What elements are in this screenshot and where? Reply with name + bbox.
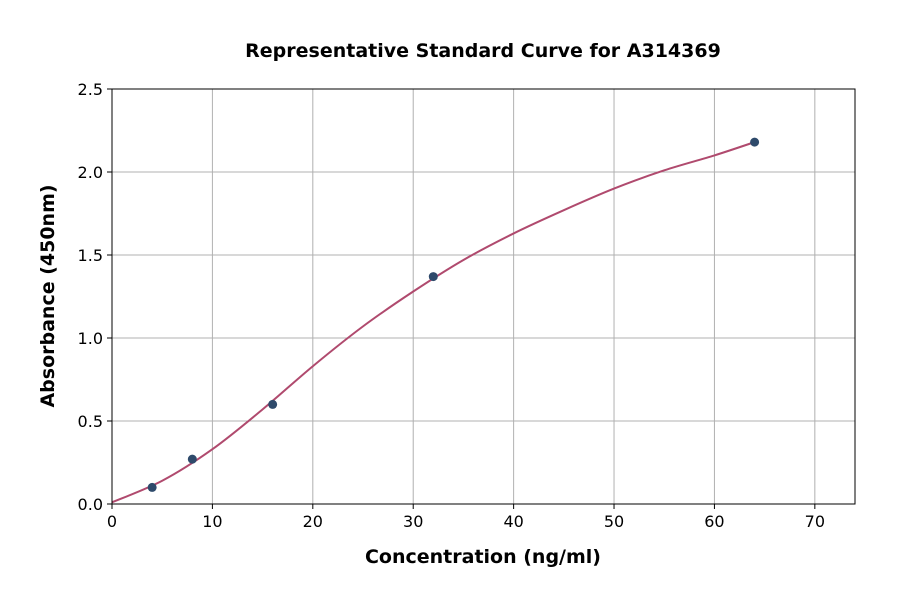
x-tick-label: 50: [604, 512, 624, 531]
y-tick-label: 1.0: [78, 329, 103, 348]
data-point: [750, 137, 760, 147]
plot-frame: [111, 88, 856, 505]
y-tick-label: 0.5: [78, 412, 103, 431]
x-tick-label: 30: [403, 512, 423, 531]
fit-curve: [111, 141, 755, 504]
y-tick-label: 0.0: [78, 495, 103, 514]
x-tick-label: 60: [704, 512, 724, 531]
x-axis-label: Concentration (ng/ml): [365, 546, 601, 568]
x-tick-label: 40: [503, 512, 523, 531]
y-tick-label: 2.5: [78, 80, 103, 99]
data-point: [187, 454, 197, 464]
y-axis-label: Absorbance (450nm): [37, 184, 59, 407]
chart-title: Representative Standard Curve for A31436…: [245, 40, 721, 62]
data-point: [268, 399, 278, 409]
y-tick-label: 2.0: [78, 163, 103, 182]
x-tick-label: 20: [303, 512, 323, 531]
data-point: [428, 272, 438, 282]
x-tick-label: 0: [107, 512, 117, 531]
y-tick-label: 1.5: [78, 246, 103, 265]
x-tick-label: 10: [202, 512, 222, 531]
data-point: [147, 482, 157, 492]
x-tick-label: 70: [805, 512, 825, 531]
